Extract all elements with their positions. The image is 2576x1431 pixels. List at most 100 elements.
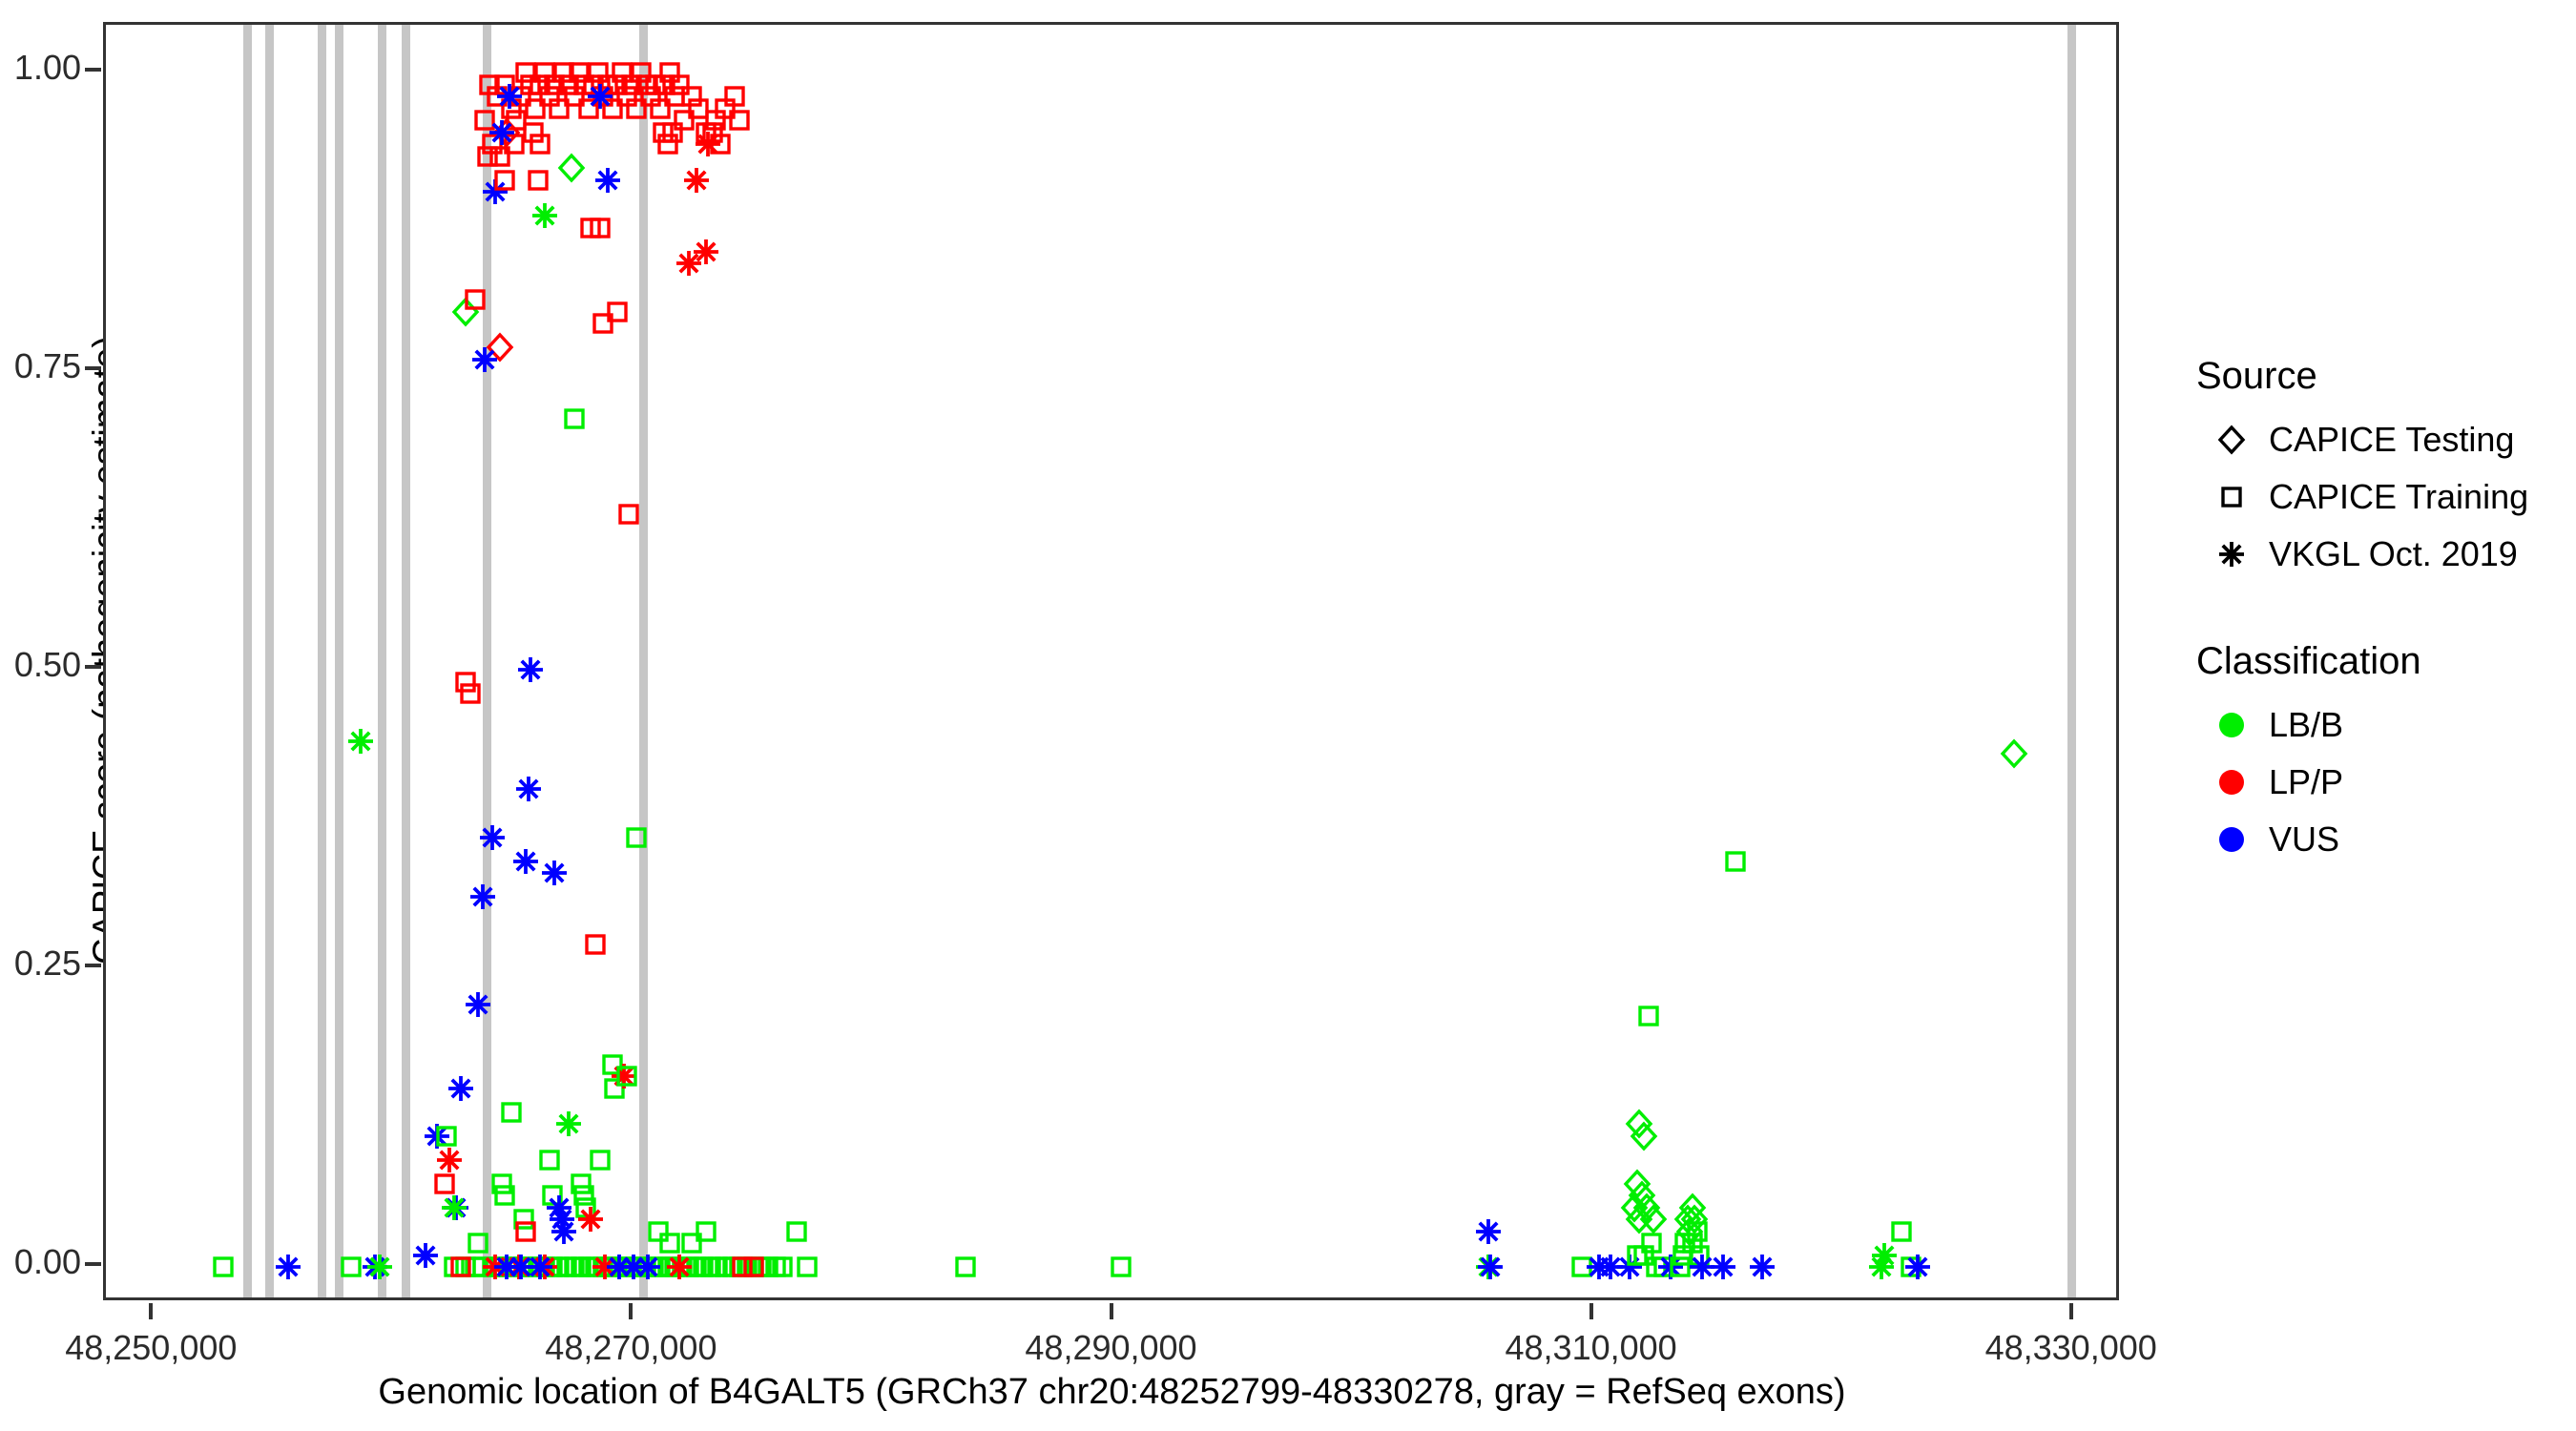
data-point bbox=[445, 1251, 477, 1283]
data-point bbox=[1623, 1203, 1655, 1235]
data-point bbox=[570, 1192, 602, 1224]
data-point bbox=[649, 69, 681, 101]
data-point bbox=[1635, 1227, 1668, 1259]
data-point bbox=[533, 1144, 566, 1176]
data-point bbox=[1746, 1251, 1778, 1283]
data-point bbox=[440, 1192, 472, 1224]
data-point bbox=[1676, 1227, 1709, 1259]
data-point bbox=[514, 653, 547, 686]
data-point bbox=[589, 1251, 621, 1283]
data-point bbox=[563, 56, 595, 89]
data-point bbox=[1621, 1168, 1653, 1200]
x-tick-label: 48,330,000 bbox=[1984, 1328, 2157, 1367]
legend-classification-items: LB/B LP/P VUS bbox=[2194, 696, 2576, 868]
legend-item-lb-b[interactable]: LB/B bbox=[2194, 696, 2576, 754]
legend-classification-title: Classification bbox=[2196, 640, 2421, 682]
data-point bbox=[1632, 1000, 1665, 1032]
square-icon bbox=[2194, 481, 2269, 513]
data-point bbox=[1664, 1251, 1696, 1283]
data-point bbox=[574, 212, 607, 244]
data-point bbox=[718, 80, 751, 113]
color-dot-icon bbox=[2194, 827, 2269, 852]
data-point bbox=[495, 93, 528, 125]
data-point bbox=[704, 128, 737, 160]
data-point bbox=[476, 821, 509, 854]
data-point bbox=[690, 236, 722, 268]
data-point bbox=[1648, 1251, 1680, 1283]
data-point bbox=[552, 1108, 585, 1140]
data-point bbox=[644, 1251, 676, 1283]
y-tick-label: 0.25 bbox=[13, 944, 81, 984]
data-point bbox=[493, 80, 526, 113]
data-point bbox=[505, 1251, 537, 1283]
data-point bbox=[574, 1203, 607, 1235]
data-point bbox=[656, 116, 689, 149]
data-point bbox=[529, 199, 561, 232]
data-point bbox=[654, 1227, 686, 1259]
data-point bbox=[690, 1215, 722, 1248]
data-point bbox=[673, 1251, 705, 1283]
legend-item-asterisk[interactable]: VKGL Oct. 2019 bbox=[2194, 526, 2576, 583]
data-point bbox=[745, 1251, 778, 1283]
data-point bbox=[430, 1120, 463, 1152]
data-point bbox=[538, 857, 571, 889]
data-point bbox=[498, 128, 530, 160]
data-point bbox=[572, 1251, 605, 1283]
data-point bbox=[949, 1251, 982, 1283]
data-point bbox=[737, 1251, 770, 1283]
data-point bbox=[1472, 1251, 1505, 1283]
data-point bbox=[517, 116, 550, 149]
data-point bbox=[512, 773, 545, 805]
exon-bar bbox=[2067, 25, 2076, 1297]
data-point bbox=[1683, 1239, 1715, 1272]
legend-item-square[interactable]: CAPICE Training bbox=[2194, 468, 2576, 526]
y-tick-mark bbox=[85, 68, 101, 73]
data-point bbox=[658, 1251, 691, 1283]
legend-item-lp-p[interactable]: LP/P bbox=[2194, 754, 2576, 811]
data-point bbox=[603, 1251, 635, 1283]
legend-item-diamond[interactable]: CAPICE Testing bbox=[2194, 411, 2576, 468]
data-point bbox=[543, 93, 575, 125]
data-point bbox=[1676, 1192, 1709, 1224]
x-axis-title: Genomic location of B4GALT5 (GRCh37 chr2… bbox=[378, 1372, 1846, 1412]
legend-item-label: LP/P bbox=[2269, 762, 2344, 801]
legend-item-label: CAPICE Training bbox=[2269, 477, 2529, 516]
data-point bbox=[1472, 1215, 1505, 1248]
data-point bbox=[524, 69, 556, 101]
data-point bbox=[601, 69, 634, 101]
data-point bbox=[731, 1251, 763, 1283]
data-point bbox=[675, 1227, 708, 1259]
data-point bbox=[687, 1251, 719, 1283]
data-point bbox=[558, 403, 591, 435]
data-point bbox=[632, 1251, 664, 1283]
y-tick-mark bbox=[85, 366, 101, 371]
x-tick-label: 48,270,000 bbox=[545, 1328, 717, 1367]
data-point bbox=[509, 1215, 542, 1248]
data-point bbox=[524, 128, 556, 160]
legend-item-vus[interactable]: VUS bbox=[2194, 811, 2576, 868]
data-point bbox=[675, 80, 708, 113]
data-point bbox=[536, 1179, 569, 1212]
data-point bbox=[1654, 1251, 1687, 1283]
data-point bbox=[546, 1203, 578, 1235]
data-point bbox=[699, 104, 732, 136]
data-point bbox=[543, 1192, 575, 1224]
data-point bbox=[495, 1096, 528, 1129]
data-point bbox=[1707, 1251, 1739, 1283]
data-point bbox=[668, 104, 700, 136]
data-point bbox=[1594, 1251, 1627, 1283]
y-tick-label: 1.00 bbox=[13, 48, 81, 88]
data-point bbox=[509, 56, 542, 89]
data-point bbox=[1626, 1179, 1658, 1212]
data-point bbox=[538, 69, 571, 101]
data-point bbox=[529, 1251, 561, 1283]
data-point bbox=[579, 1251, 612, 1283]
data-point bbox=[555, 152, 588, 184]
x-tick-mark bbox=[1589, 1303, 1593, 1319]
data-point bbox=[449, 666, 482, 698]
data-point bbox=[272, 1251, 304, 1283]
data-point bbox=[500, 104, 532, 136]
data-point bbox=[508, 1251, 540, 1283]
exon-bar bbox=[401, 25, 410, 1297]
